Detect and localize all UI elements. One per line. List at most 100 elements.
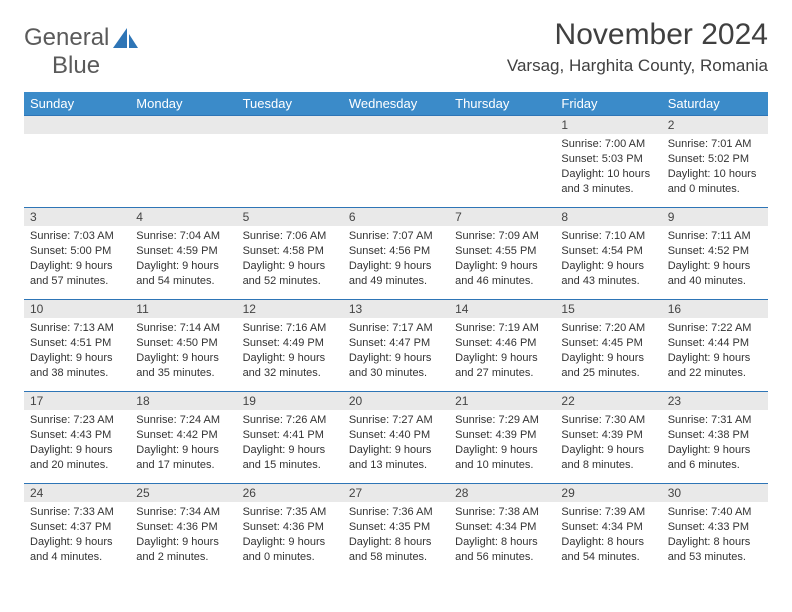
weekday-header: Sunday <box>24 92 130 116</box>
logo-text-blue: Blue <box>52 52 100 79</box>
day-number: 19 <box>237 392 343 410</box>
calendar-day-cell: 26Sunrise: 7:35 AMSunset: 4:36 PMDayligh… <box>237 484 343 576</box>
day-number: 29 <box>555 484 661 502</box>
day-content: Sunrise: 7:13 AMSunset: 4:51 PMDaylight:… <box>24 318 130 384</box>
day-number: 30 <box>662 484 768 502</box>
sunset-line: Sunset: 4:54 PM <box>561 244 655 259</box>
day-number <box>449 116 555 134</box>
sunrise-line: Sunrise: 7:35 AM <box>243 505 337 520</box>
calendar-day-cell: 28Sunrise: 7:38 AMSunset: 4:34 PMDayligh… <box>449 484 555 576</box>
day-content: Sunrise: 7:04 AMSunset: 4:59 PMDaylight:… <box>130 226 236 292</box>
day-content: Sunrise: 7:17 AMSunset: 4:47 PMDaylight:… <box>343 318 449 384</box>
calendar-day-cell: 9Sunrise: 7:11 AMSunset: 4:52 PMDaylight… <box>662 208 768 300</box>
calendar-day-cell <box>24 116 130 208</box>
calendar-week-row: 17Sunrise: 7:23 AMSunset: 4:43 PMDayligh… <box>24 392 768 484</box>
calendar-day-cell: 2Sunrise: 7:01 AMSunset: 5:02 PMDaylight… <box>662 116 768 208</box>
calendar-day-cell: 29Sunrise: 7:39 AMSunset: 4:34 PMDayligh… <box>555 484 661 576</box>
sunset-line: Sunset: 4:46 PM <box>455 336 549 351</box>
day-content: Sunrise: 7:07 AMSunset: 4:56 PMDaylight:… <box>343 226 449 292</box>
calendar-body: 1Sunrise: 7:00 AMSunset: 5:03 PMDaylight… <box>24 116 768 576</box>
daylight-line: Daylight: 9 hours and 46 minutes. <box>455 259 549 289</box>
calendar-day-cell: 13Sunrise: 7:17 AMSunset: 4:47 PMDayligh… <box>343 300 449 392</box>
sunset-line: Sunset: 4:39 PM <box>561 428 655 443</box>
calendar-table: SundayMondayTuesdayWednesdayThursdayFrid… <box>24 92 768 576</box>
day-number: 15 <box>555 300 661 318</box>
day-content: Sunrise: 7:30 AMSunset: 4:39 PMDaylight:… <box>555 410 661 476</box>
sunset-line: Sunset: 4:43 PM <box>30 428 124 443</box>
sunset-line: Sunset: 4:52 PM <box>668 244 762 259</box>
sunset-line: Sunset: 5:02 PM <box>668 152 762 167</box>
calendar-day-cell: 4Sunrise: 7:04 AMSunset: 4:59 PMDaylight… <box>130 208 236 300</box>
calendar-day-cell: 12Sunrise: 7:16 AMSunset: 4:49 PMDayligh… <box>237 300 343 392</box>
day-content: Sunrise: 7:00 AMSunset: 5:03 PMDaylight:… <box>555 134 661 200</box>
daylight-line: Daylight: 10 hours and 0 minutes. <box>668 167 762 197</box>
day-content: Sunrise: 7:10 AMSunset: 4:54 PMDaylight:… <box>555 226 661 292</box>
sunset-line: Sunset: 4:37 PM <box>30 520 124 535</box>
sunrise-line: Sunrise: 7:23 AM <box>30 413 124 428</box>
title-block: November 2024 Varsag, Harghita County, R… <box>507 18 768 76</box>
calendar-week-row: 1Sunrise: 7:00 AMSunset: 5:03 PMDaylight… <box>24 116 768 208</box>
day-number <box>24 116 130 134</box>
daylight-line: Daylight: 9 hours and 6 minutes. <box>668 443 762 473</box>
calendar-day-cell: 10Sunrise: 7:13 AMSunset: 4:51 PMDayligh… <box>24 300 130 392</box>
day-content: Sunrise: 7:01 AMSunset: 5:02 PMDaylight:… <box>662 134 768 200</box>
sunset-line: Sunset: 4:40 PM <box>349 428 443 443</box>
weekday-header: Tuesday <box>237 92 343 116</box>
day-content: Sunrise: 7:29 AMSunset: 4:39 PMDaylight:… <box>449 410 555 476</box>
calendar-day-cell: 22Sunrise: 7:30 AMSunset: 4:39 PMDayligh… <box>555 392 661 484</box>
daylight-line: Daylight: 9 hours and 54 minutes. <box>136 259 230 289</box>
sunrise-line: Sunrise: 7:09 AM <box>455 229 549 244</box>
day-content: Sunrise: 7:14 AMSunset: 4:50 PMDaylight:… <box>130 318 236 384</box>
day-number: 11 <box>130 300 236 318</box>
weekday-header: Wednesday <box>343 92 449 116</box>
calendar-day-cell: 16Sunrise: 7:22 AMSunset: 4:44 PMDayligh… <box>662 300 768 392</box>
calendar-day-cell: 30Sunrise: 7:40 AMSunset: 4:33 PMDayligh… <box>662 484 768 576</box>
sunset-line: Sunset: 5:03 PM <box>561 152 655 167</box>
calendar-day-cell: 21Sunrise: 7:29 AMSunset: 4:39 PMDayligh… <box>449 392 555 484</box>
calendar-day-cell: 6Sunrise: 7:07 AMSunset: 4:56 PMDaylight… <box>343 208 449 300</box>
day-content: Sunrise: 7:09 AMSunset: 4:55 PMDaylight:… <box>449 226 555 292</box>
calendar-day-cell: 27Sunrise: 7:36 AMSunset: 4:35 PMDayligh… <box>343 484 449 576</box>
sunrise-line: Sunrise: 7:04 AM <box>136 229 230 244</box>
daylight-line: Daylight: 9 hours and 43 minutes. <box>561 259 655 289</box>
daylight-line: Daylight: 9 hours and 25 minutes. <box>561 351 655 381</box>
day-number <box>130 116 236 134</box>
calendar-day-cell: 18Sunrise: 7:24 AMSunset: 4:42 PMDayligh… <box>130 392 236 484</box>
location-text: Varsag, Harghita County, Romania <box>507 56 768 76</box>
calendar-day-cell: 11Sunrise: 7:14 AMSunset: 4:50 PMDayligh… <box>130 300 236 392</box>
sunrise-line: Sunrise: 7:27 AM <box>349 413 443 428</box>
day-content: Sunrise: 7:23 AMSunset: 4:43 PMDaylight:… <box>24 410 130 476</box>
daylight-line: Daylight: 9 hours and 52 minutes. <box>243 259 337 289</box>
day-content: Sunrise: 7:38 AMSunset: 4:34 PMDaylight:… <box>449 502 555 568</box>
day-content: Sunrise: 7:33 AMSunset: 4:37 PMDaylight:… <box>24 502 130 568</box>
daylight-line: Daylight: 9 hours and 10 minutes. <box>455 443 549 473</box>
day-content: Sunrise: 7:26 AMSunset: 4:41 PMDaylight:… <box>237 410 343 476</box>
sunrise-line: Sunrise: 7:30 AM <box>561 413 655 428</box>
calendar-day-cell: 23Sunrise: 7:31 AMSunset: 4:38 PMDayligh… <box>662 392 768 484</box>
day-number: 12 <box>237 300 343 318</box>
logo: General Blue <box>24 18 139 80</box>
day-content: Sunrise: 7:11 AMSunset: 4:52 PMDaylight:… <box>662 226 768 292</box>
daylight-line: Daylight: 9 hours and 2 minutes. <box>136 535 230 565</box>
calendar-day-cell <box>130 116 236 208</box>
sunset-line: Sunset: 4:42 PM <box>136 428 230 443</box>
sunrise-line: Sunrise: 7:00 AM <box>561 137 655 152</box>
sunrise-line: Sunrise: 7:38 AM <box>455 505 549 520</box>
daylight-line: Daylight: 9 hours and 20 minutes. <box>30 443 124 473</box>
daylight-line: Daylight: 9 hours and 0 minutes. <box>243 535 337 565</box>
calendar-day-cell: 1Sunrise: 7:00 AMSunset: 5:03 PMDaylight… <box>555 116 661 208</box>
daylight-line: Daylight: 9 hours and 30 minutes. <box>349 351 443 381</box>
sunrise-line: Sunrise: 7:26 AM <box>243 413 337 428</box>
daylight-line: Daylight: 9 hours and 38 minutes. <box>30 351 124 381</box>
calendar-week-row: 24Sunrise: 7:33 AMSunset: 4:37 PMDayligh… <box>24 484 768 576</box>
daylight-line: Daylight: 9 hours and 15 minutes. <box>243 443 337 473</box>
daylight-line: Daylight: 9 hours and 13 minutes. <box>349 443 443 473</box>
sunrise-line: Sunrise: 7:29 AM <box>455 413 549 428</box>
weekday-header: Monday <box>130 92 236 116</box>
sunset-line: Sunset: 4:56 PM <box>349 244 443 259</box>
daylight-line: Daylight: 8 hours and 54 minutes. <box>561 535 655 565</box>
calendar-day-cell: 15Sunrise: 7:20 AMSunset: 4:45 PMDayligh… <box>555 300 661 392</box>
day-number: 6 <box>343 208 449 226</box>
sunset-line: Sunset: 4:49 PM <box>243 336 337 351</box>
daylight-line: Daylight: 9 hours and 27 minutes. <box>455 351 549 381</box>
